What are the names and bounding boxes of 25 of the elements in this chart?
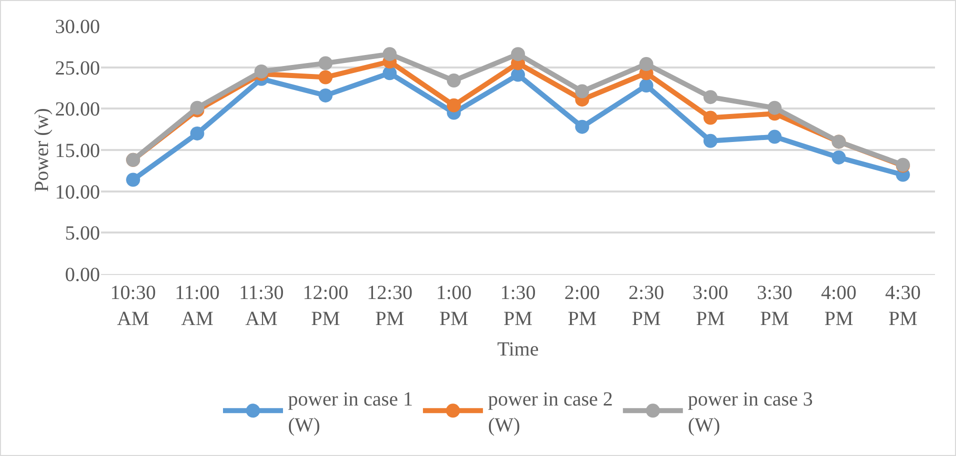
y-tick-label: 25.00 <box>55 57 100 80</box>
x-tick-label: 2:00 PM <box>564 282 600 330</box>
x-tick-label: 12:00 PM <box>302 282 348 330</box>
x-tick-label: 11:00 AM <box>174 282 220 330</box>
x-tick-label: 10:30 AM <box>110 282 156 330</box>
y-tick-label: 0.00 <box>65 264 100 286</box>
y-axis-title: Power (w) <box>31 108 53 192</box>
x-tick-label: 2:30 PM <box>628 282 664 330</box>
x-tick-label: 4:00 PM <box>820 282 857 330</box>
x-tick-label: 12:30 PM <box>366 282 412 330</box>
legend-label: power in case 2 (W) <box>488 388 613 436</box>
x-tick-label: 11:30 AM <box>238 282 284 330</box>
y-tick-label: 15.00 <box>55 140 100 162</box>
x-tick-label: 3:30 PM <box>756 282 792 330</box>
x-tick-label: 1:30 PM <box>500 282 536 330</box>
y-tick-label: 30.00 <box>55 16 100 38</box>
y-tick-label: 5.00 <box>65 222 100 245</box>
y-tick-label: 20.00 <box>55 98 100 121</box>
legend-label: power in case 3 (W) <box>688 388 813 436</box>
x-tick-label: 4:30 PM <box>885 282 921 330</box>
y-tick-label: 10.00 <box>55 181 100 204</box>
x-tick-label: 1:00 PM <box>436 282 472 330</box>
x-tick-label: 3:00 PM <box>692 282 728 330</box>
x-axis-title: Time <box>497 338 539 360</box>
legend-label: power in case 1 (W) <box>288 388 413 436</box>
